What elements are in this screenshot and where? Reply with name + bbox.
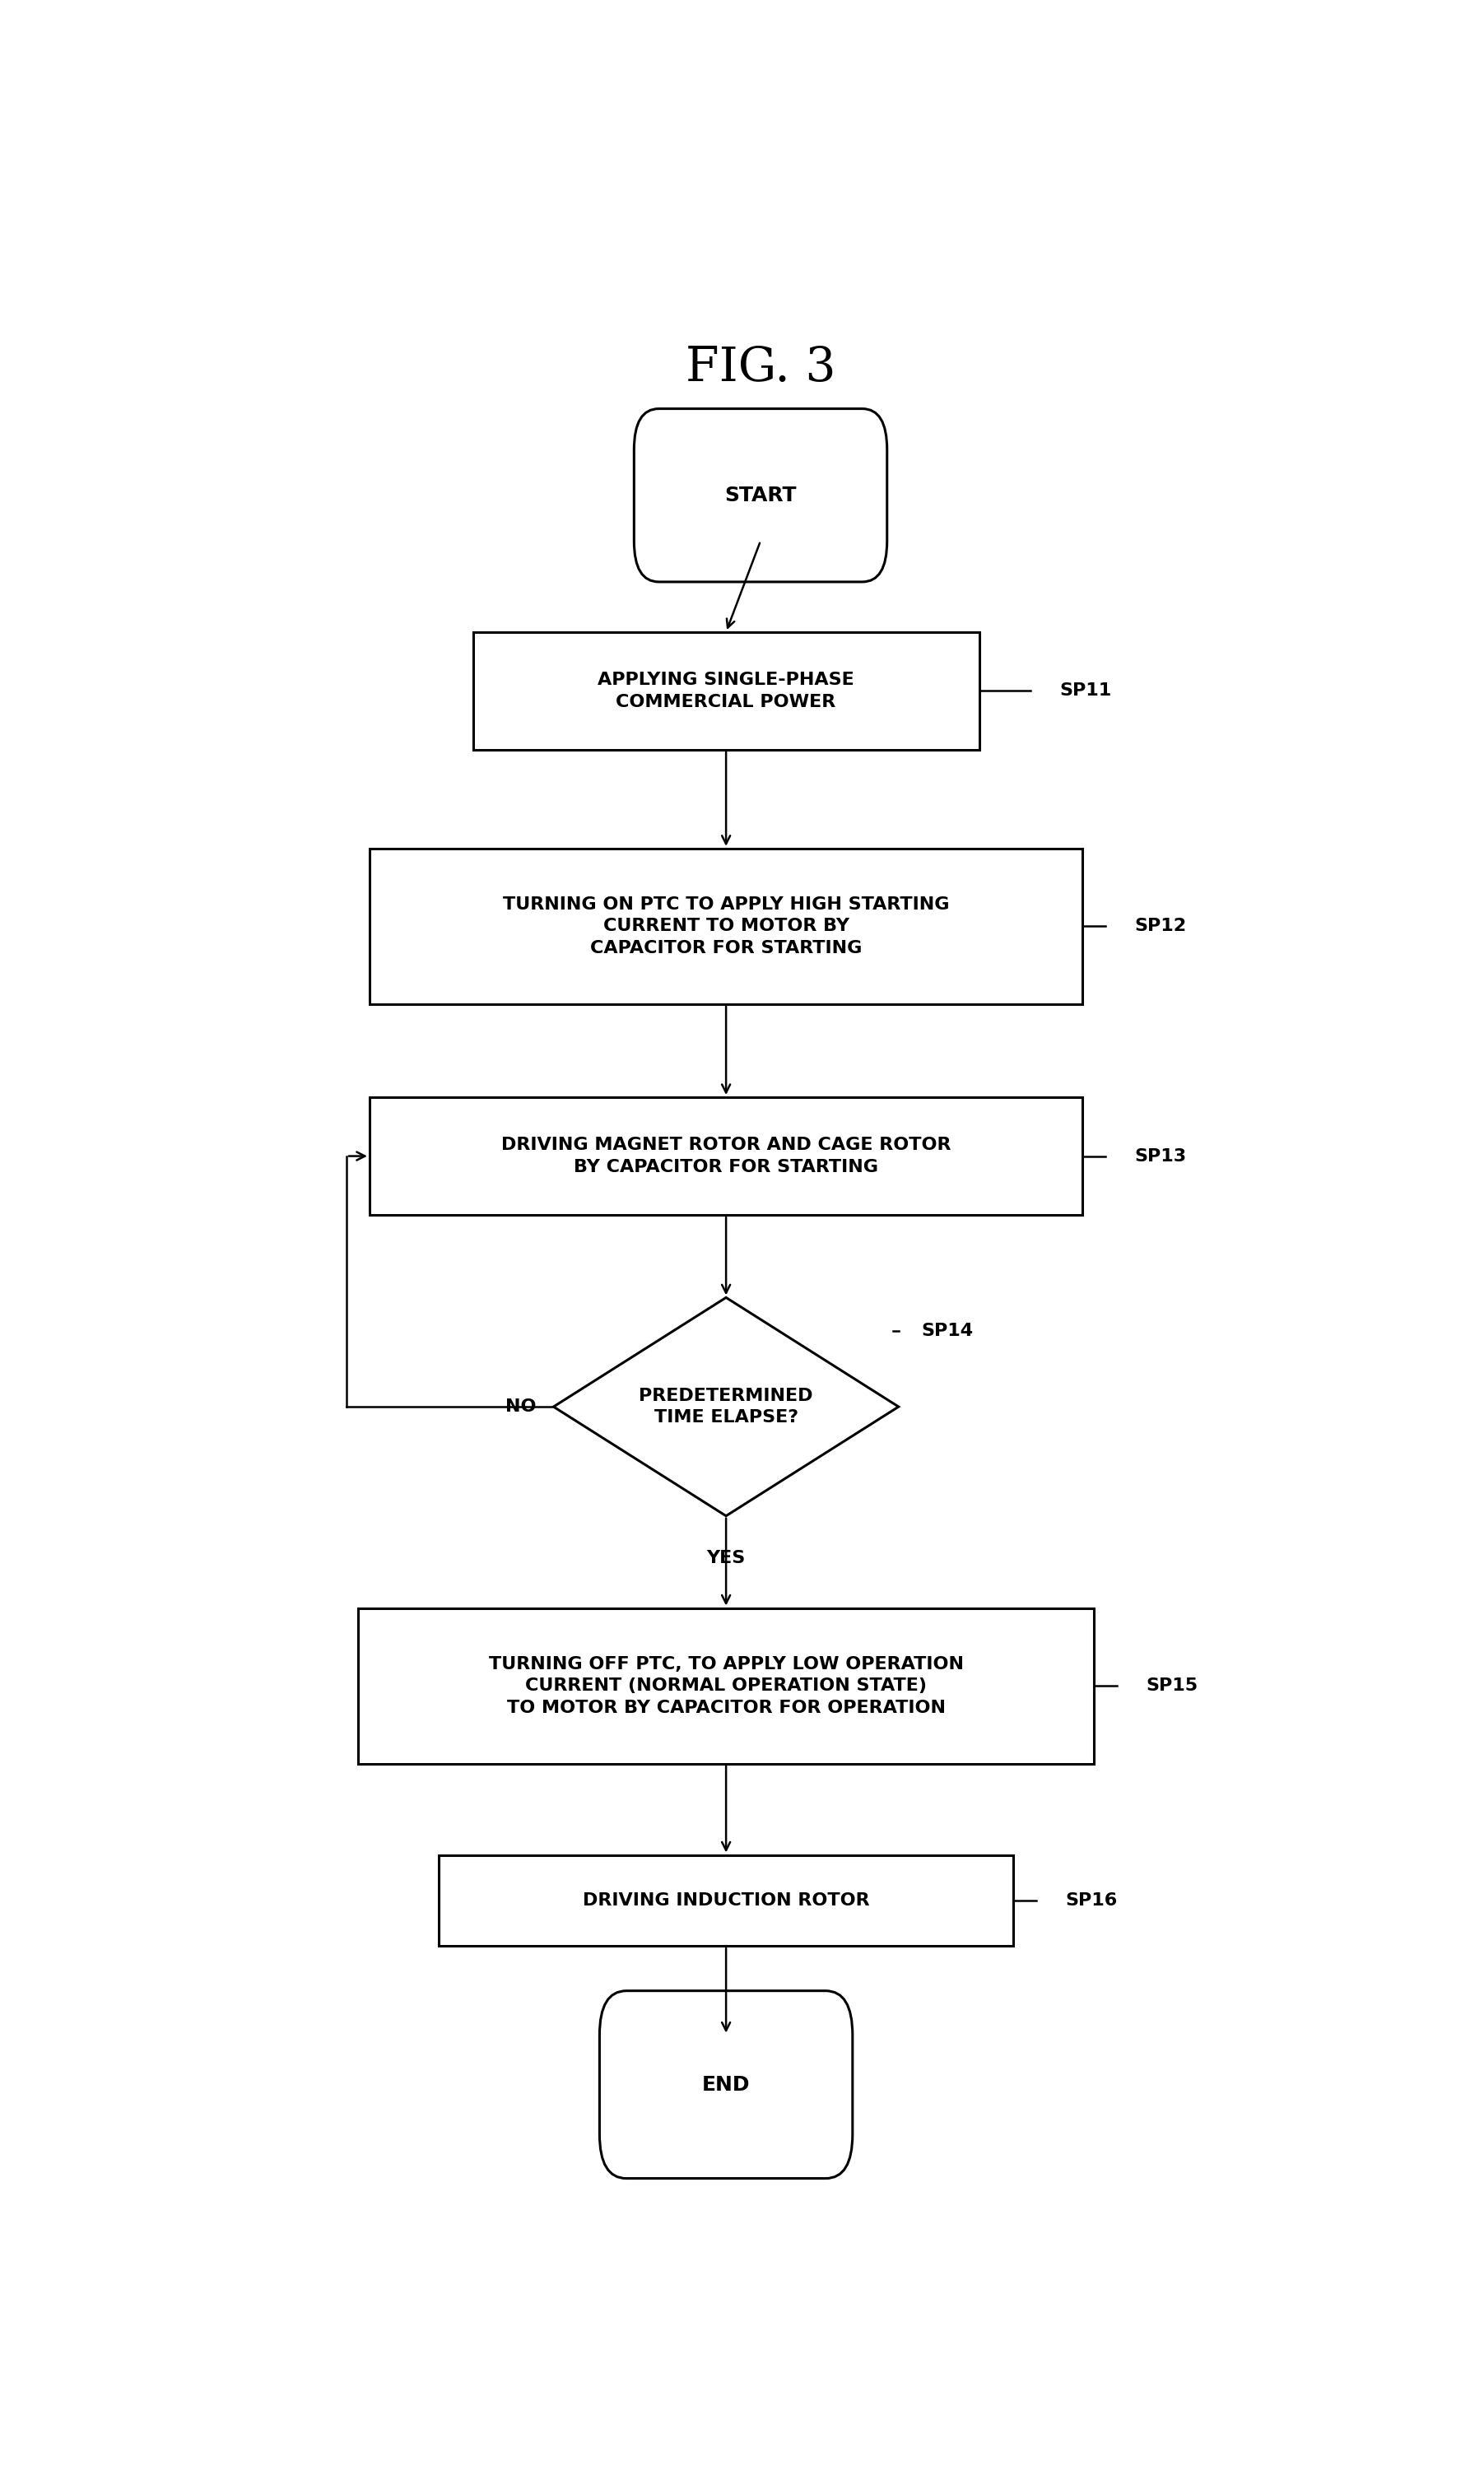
Text: SP12: SP12	[1134, 917, 1186, 935]
Bar	[370, 848, 1083, 1004]
Bar	[473, 631, 979, 750]
Bar	[358, 1608, 1094, 1763]
Text: SP13: SP13	[1134, 1147, 1186, 1164]
Text: DRIVING INDUCTION ROTOR: DRIVING INDUCTION ROTOR	[583, 1891, 870, 1909]
Text: NO: NO	[506, 1398, 536, 1415]
Text: START: START	[724, 486, 797, 506]
Text: YES: YES	[706, 1551, 745, 1566]
FancyBboxPatch shape	[600, 1990, 852, 2177]
Text: END: END	[702, 2074, 749, 2094]
FancyBboxPatch shape	[634, 409, 887, 582]
Text: DRIVING MAGNET ROTOR AND CAGE ROTOR
BY CAPACITOR FOR STARTING: DRIVING MAGNET ROTOR AND CAGE ROTOR BY C…	[502, 1137, 951, 1176]
Text: FIG. 3: FIG. 3	[686, 345, 835, 392]
Text: SP11: SP11	[1060, 683, 1112, 698]
Text: SP14: SP14	[922, 1322, 974, 1339]
Text: PREDETERMINED
TIME ELAPSE?: PREDETERMINED TIME ELAPSE?	[640, 1388, 813, 1425]
Bar	[370, 1097, 1083, 1216]
Text: TURNING OFF PTC, TO APPLY LOW OPERATION
CURRENT (NORMAL OPERATION STATE)
TO MOTO: TURNING OFF PTC, TO APPLY LOW OPERATION …	[488, 1655, 963, 1716]
Text: SP15: SP15	[1146, 1677, 1198, 1694]
Text: SP16: SP16	[1066, 1891, 1117, 1909]
Text: APPLYING SINGLE-PHASE
COMMERCIAL POWER: APPLYING SINGLE-PHASE COMMERCIAL POWER	[598, 671, 855, 710]
Polygon shape	[554, 1297, 899, 1517]
Bar	[439, 1854, 1014, 1946]
Text: TURNING ON PTC TO APPLY HIGH STARTING
CURRENT TO MOTOR BY
CAPACITOR FOR STARTING: TURNING ON PTC TO APPLY HIGH STARTING CU…	[503, 895, 950, 957]
